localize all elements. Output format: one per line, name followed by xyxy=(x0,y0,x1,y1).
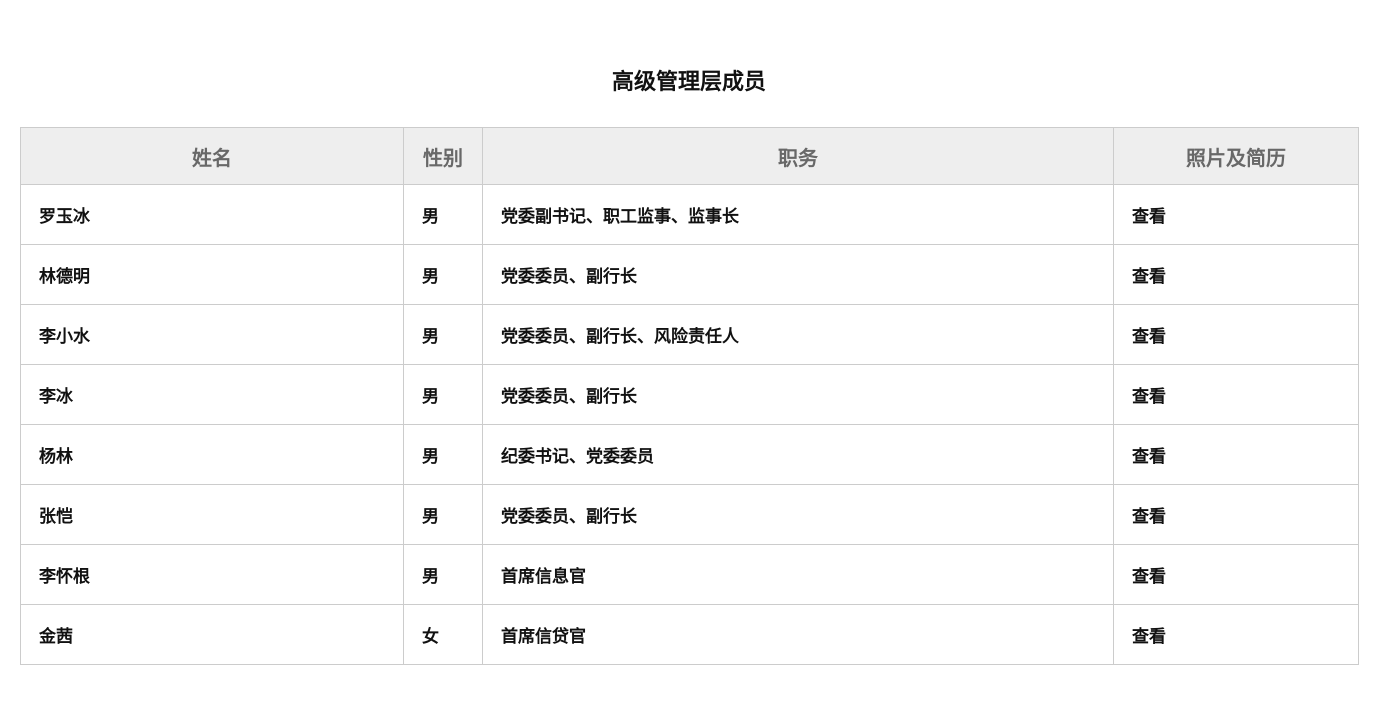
page-title: 高级管理层成员 xyxy=(611,69,766,94)
column-header-position: 职务 xyxy=(482,127,1114,185)
position-cell: 党委委员、副行长 xyxy=(482,364,1114,425)
senior-management-table: 姓名 性别 职务 照片及简历 罗玉冰 男 党委副书记、职工监事、监事长 查看 林… xyxy=(20,127,1359,665)
action-cell: 查看 xyxy=(1113,244,1359,305)
header-row: 姓名 性别 职务 照片及简历 xyxy=(20,127,1359,185)
position-cell: 首席信息官 xyxy=(482,544,1114,605)
gender-cell: 男 xyxy=(403,244,483,305)
column-header-photo: 照片及简历 xyxy=(1113,127,1359,185)
name-cell: 李怀根 xyxy=(20,544,404,605)
gender-cell: 男 xyxy=(403,304,483,365)
column-header-name: 姓名 xyxy=(20,127,404,185)
name-cell: 林德明 xyxy=(20,244,404,305)
action-cell: 查看 xyxy=(1113,604,1359,665)
name-cell: 李冰 xyxy=(20,364,404,425)
table-row: 李小水 男 党委委员、副行长、风险责任人 查看 xyxy=(20,304,1359,365)
view-link[interactable]: 查看 xyxy=(1132,327,1166,346)
gender-cell: 女 xyxy=(403,604,483,665)
action-cell: 查看 xyxy=(1113,484,1359,545)
name-cell: 张恺 xyxy=(20,484,404,545)
table-row: 张恺 男 党委委员、副行长 查看 xyxy=(20,484,1359,545)
table-row: 杨林 男 纪委书记、党委委员 查看 xyxy=(20,424,1359,485)
table-row: 罗玉冰 男 党委副书记、职工监事、监事长 查看 xyxy=(20,184,1359,245)
table-row: 金茜 女 首席信贷官 查看 xyxy=(20,604,1359,665)
name-cell: 金茜 xyxy=(20,604,404,665)
action-cell: 查看 xyxy=(1113,544,1359,605)
view-link[interactable]: 查看 xyxy=(1132,507,1166,526)
position-cell: 纪委书记、党委委员 xyxy=(482,424,1114,485)
position-cell: 党委委员、副行长 xyxy=(482,244,1114,305)
view-link[interactable]: 查看 xyxy=(1132,387,1166,406)
view-link[interactable]: 查看 xyxy=(1132,207,1166,226)
view-link[interactable]: 查看 xyxy=(1132,627,1166,646)
table-body: 罗玉冰 男 党委副书记、职工监事、监事长 查看 林德明 男 党委委员、副行长 查… xyxy=(20,184,1359,665)
position-cell: 党委副书记、职工监事、监事长 xyxy=(482,184,1114,245)
table-row: 林德明 男 党委委员、副行长 查看 xyxy=(20,244,1359,305)
position-cell: 首席信贷官 xyxy=(482,604,1114,665)
table-header: 姓名 性别 职务 照片及简历 xyxy=(20,127,1359,185)
view-link[interactable]: 查看 xyxy=(1132,447,1166,466)
action-cell: 查看 xyxy=(1113,304,1359,365)
view-link[interactable]: 查看 xyxy=(1132,567,1166,586)
position-cell: 党委委员、副行长、风险责任人 xyxy=(482,304,1114,365)
gender-cell: 男 xyxy=(403,484,483,545)
gender-cell: 男 xyxy=(403,364,483,425)
action-cell: 查看 xyxy=(1113,424,1359,485)
action-cell: 查看 xyxy=(1113,364,1359,425)
name-cell: 李小水 xyxy=(20,304,404,365)
position-cell: 党委委员、副行长 xyxy=(482,484,1114,545)
gender-cell: 男 xyxy=(403,544,483,605)
column-header-gender: 性别 xyxy=(403,127,483,185)
table-row: 李怀根 男 首席信息官 查看 xyxy=(20,544,1359,605)
name-cell: 罗玉冰 xyxy=(20,184,404,245)
name-cell: 杨林 xyxy=(20,424,404,485)
table-row: 李冰 男 党委委员、副行长 查看 xyxy=(20,364,1359,425)
view-link[interactable]: 查看 xyxy=(1132,267,1166,286)
action-cell: 查看 xyxy=(1113,184,1359,245)
gender-cell: 男 xyxy=(403,424,483,485)
gender-cell: 男 xyxy=(403,184,483,245)
